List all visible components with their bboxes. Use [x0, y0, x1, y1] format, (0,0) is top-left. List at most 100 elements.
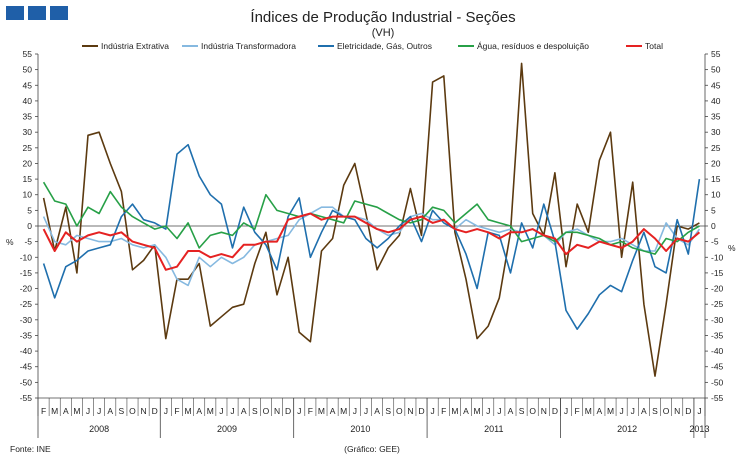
y-tick-label-left: 40 [23, 96, 33, 106]
x-tick-label: N [674, 406, 680, 416]
year-label: 2013 [689, 424, 709, 434]
y-tick-label-left: -15 [20, 268, 33, 278]
x-tick-label: M [474, 406, 481, 416]
x-tick-label: J [364, 406, 368, 416]
y-tick-label-right: -15 [711, 268, 724, 278]
x-tick-label: J [431, 406, 435, 416]
legend-label: Total [645, 41, 663, 51]
y-tick-label-left: 50 [23, 65, 33, 75]
x-tick-label: O [529, 406, 536, 416]
series-line [42, 62, 700, 377]
x-tick-label: O [663, 406, 670, 416]
legend-label: Eletricidade, Gás, Outros [337, 41, 432, 51]
x-tick-label: A [508, 406, 514, 416]
x-tick-label: O [263, 406, 270, 416]
x-tick-label: J [164, 406, 168, 416]
x-tick-label: A [330, 406, 336, 416]
y-tick-label-right: 35 [711, 112, 721, 122]
x-tick-label: S [652, 406, 658, 416]
x-tick-label: J [620, 406, 624, 416]
x-tick-label: J [497, 406, 501, 416]
x-tick-label: M [318, 406, 325, 416]
x-tick-label: D [285, 406, 291, 416]
y-tick-label-right: 20 [711, 158, 721, 168]
x-tick-label: S [119, 406, 125, 416]
x-tick-label: O [129, 406, 136, 416]
y-tick-label-left: -35 [20, 330, 33, 340]
x-tick-label: J [219, 406, 223, 416]
x-tick-label: A [597, 406, 603, 416]
y-tick-label-right: -5 [711, 237, 719, 247]
x-tick-label: J [697, 406, 701, 416]
x-tick-label: M [207, 406, 214, 416]
year-label: 2011 [484, 424, 503, 434]
legend-label: Indústria Transformadora [201, 41, 296, 51]
y-tick-label-right: -25 [711, 299, 724, 309]
x-tick-label: J [297, 406, 301, 416]
series-layer [42, 62, 701, 377]
y-tick-label-left: 30 [23, 127, 33, 137]
series-line [42, 181, 700, 255]
x-tick-label: A [463, 406, 469, 416]
y-tick-label-left: -25 [20, 299, 33, 309]
x-tick-label: D [685, 406, 691, 416]
x-tick-label: S [519, 406, 525, 416]
y-tick-label-right: -20 [711, 284, 724, 294]
y-tick-label-right: -40 [711, 346, 724, 356]
y-tick-label-right: 10 [711, 190, 721, 200]
x-tick-label: N [541, 406, 547, 416]
y-tick-label-left: 55 [23, 49, 33, 59]
x-tick-label: D [152, 406, 158, 416]
chart-subtitle: (VH) [372, 27, 395, 39]
chart-title: Índices de Produção Industrial - Seções [250, 9, 515, 26]
y-tick-label-right: -55 [711, 393, 724, 403]
x-tick-label: J [564, 406, 568, 416]
x-tick-label: S [252, 406, 258, 416]
x-tick-label: F [308, 406, 313, 416]
x-tick-label: M [585, 406, 592, 416]
year-label: 2008 [89, 424, 109, 434]
x-tick-label: M [451, 406, 458, 416]
y-tick-label-left: -50 [20, 377, 33, 387]
x-tick-label: M [51, 406, 58, 416]
y-axis-unit-left: % [6, 237, 14, 247]
y-tick-label-left: 0 [27, 221, 32, 231]
y-tick-label-left: -30 [20, 315, 33, 325]
y-tick-label-left: 5 [27, 205, 32, 215]
y-tick-label-right: 25 [711, 143, 721, 153]
legend: Indústria Extrativa Indústria Transformad… [82, 41, 663, 51]
y-tick-label-left: 20 [23, 158, 33, 168]
y-tick-label-right: 15 [711, 174, 721, 184]
x-tick-label: O [396, 406, 403, 416]
x-tick-label: N [274, 406, 280, 416]
y-tick-label-right: 45 [711, 80, 721, 90]
y-tick-label-left: -55 [20, 393, 33, 403]
year-label: 2009 [217, 424, 237, 434]
source-note: Fonte: INE [10, 444, 51, 454]
y-tick-label-left: -45 [20, 362, 33, 372]
y-tick-label-left: 45 [23, 80, 33, 90]
y-tick-label-right: 55 [711, 49, 721, 59]
x-tick-label: J [631, 406, 635, 416]
x-tick-label: N [407, 406, 413, 416]
x-tick-label: M [340, 406, 347, 416]
x-tick-label: F [441, 406, 446, 416]
x-tick-label: F [41, 406, 46, 416]
x-tick-label: A [107, 406, 113, 416]
y-tick-label-right: -30 [711, 315, 724, 325]
y-tick-label-right: -50 [711, 377, 724, 387]
x-tick-label: A [374, 406, 380, 416]
y-axis-unit-right: % [728, 243, 736, 253]
y-tick-label-right: 0 [711, 221, 716, 231]
x-tick-label: J [486, 406, 490, 416]
legend-label: Água, resíduos e despoluição [477, 41, 589, 51]
y-tick-label-left: 25 [23, 143, 33, 153]
x-tick-label: F [174, 406, 179, 416]
x-tick-label: S [385, 406, 391, 416]
x-tick-label: F [575, 406, 580, 416]
y-tick-label-right: 30 [711, 127, 721, 137]
y-tick-label-right: -35 [711, 330, 724, 340]
y-tick-label-right: -45 [711, 362, 724, 372]
